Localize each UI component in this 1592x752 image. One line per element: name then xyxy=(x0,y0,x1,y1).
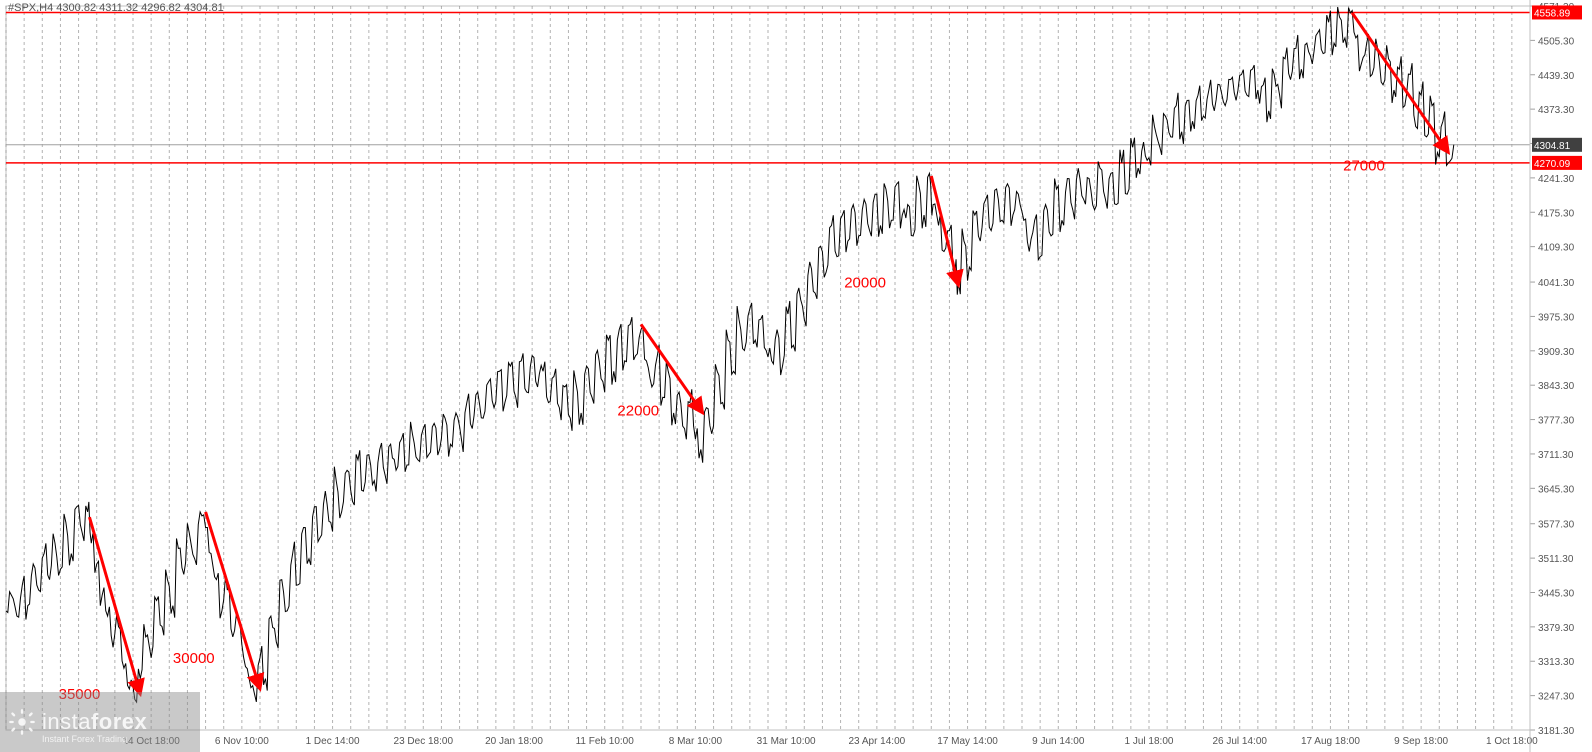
y-tick-label: 3511.30 xyxy=(1538,554,1574,565)
y-tick-label: 3247.30 xyxy=(1538,692,1575,703)
watermark-tagline: Instant Forex Trading xyxy=(42,734,147,744)
y-tick-label: 3577.30 xyxy=(1538,520,1575,531)
x-tick-label: 23 Apr 14:00 xyxy=(848,736,905,747)
x-tick-label: 31 Mar 10:00 xyxy=(757,736,816,747)
x-tick-label: 6 Nov 10:00 xyxy=(215,736,269,747)
x-tick-label: 1 Dec 14:00 xyxy=(306,736,360,747)
y-tick-label: 3843.30 xyxy=(1538,381,1575,392)
y-tick-label: 4175.30 xyxy=(1538,208,1575,219)
y-tick-label: 4505.30 xyxy=(1538,36,1575,47)
annotation-label: 27000 xyxy=(1343,158,1385,175)
gear-icon xyxy=(8,708,36,736)
y-tick-label: 3313.30 xyxy=(1538,657,1575,668)
y-tick-label: 3379.30 xyxy=(1538,623,1575,634)
watermark-brand: instaforex xyxy=(42,709,147,735)
level-price-label: 4558.89 xyxy=(1534,8,1571,19)
current-price-label: 4304.81 xyxy=(1534,141,1571,152)
y-tick-label: 4373.30 xyxy=(1538,105,1575,116)
y-tick-label: 3445.30 xyxy=(1538,588,1575,599)
x-tick-label: 23 Dec 18:00 xyxy=(394,736,454,747)
y-tick-label: 3975.30 xyxy=(1538,312,1575,323)
x-tick-label: 8 Mar 10:00 xyxy=(669,736,723,747)
y-tick-label: 3909.30 xyxy=(1538,347,1575,358)
x-tick-label: 1 Jul 18:00 xyxy=(1125,736,1174,747)
chart-bg xyxy=(0,0,1592,752)
y-tick-label: 4041.30 xyxy=(1538,278,1575,289)
annotation-label: 22000 xyxy=(617,402,659,419)
x-tick-label: 26 Jul 14:00 xyxy=(1212,736,1267,747)
y-tick-label: 4439.30 xyxy=(1538,71,1575,82)
x-tick-label: 20 Jan 18:00 xyxy=(485,736,543,747)
y-tick-label: 4241.30 xyxy=(1538,174,1575,185)
y-tick-label: 3645.30 xyxy=(1538,484,1575,495)
watermark: instaforex Instant Forex Trading xyxy=(8,708,147,744)
annotation-label: 20000 xyxy=(844,275,886,292)
x-tick-label: 17 Aug 18:00 xyxy=(1301,736,1360,747)
x-tick-label: 17 May 14:00 xyxy=(937,736,998,747)
y-tick-label: 3711.30 xyxy=(1538,450,1574,461)
x-tick-label: 11 Feb 10:00 xyxy=(576,736,635,747)
price-chart: 14 Oct 18:006 Nov 10:001 Dec 14:0023 Dec… xyxy=(0,0,1592,752)
x-tick-label: 9 Jun 14:00 xyxy=(1032,736,1085,747)
x-tick-label: 9 Sep 18:00 xyxy=(1394,736,1448,747)
chart-title: #SPX,H4 4300.82 4311.32 4296.82 4304.81 xyxy=(8,2,224,14)
level-price-label: 4270.09 xyxy=(1534,159,1571,170)
annotation-label: 30000 xyxy=(173,650,215,667)
y-tick-label: 4109.30 xyxy=(1538,243,1575,254)
y-tick-label: 3181.30 xyxy=(1538,726,1575,737)
y-tick-label: 3777.30 xyxy=(1538,416,1575,427)
